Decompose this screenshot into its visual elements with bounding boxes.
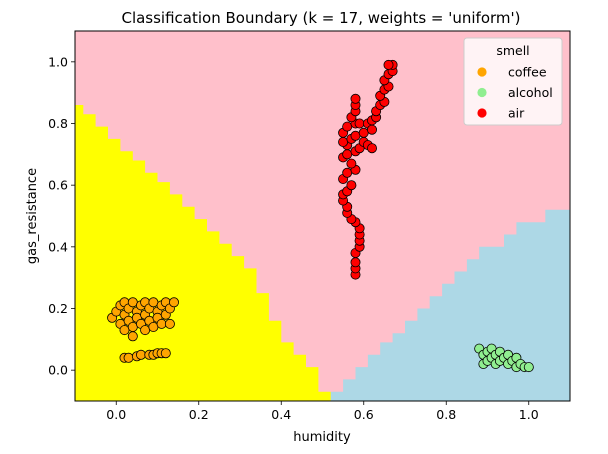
legend-box xyxy=(463,37,563,126)
legend-label-coffee: coffee xyxy=(508,65,547,80)
point-coffee xyxy=(168,297,179,308)
point-air xyxy=(342,121,353,132)
point-coffee xyxy=(164,318,175,329)
legend-marker-air xyxy=(477,108,487,118)
point-air xyxy=(342,149,353,160)
x-tick-label: 0.8 xyxy=(436,407,456,422)
legend-label-alcohol: alcohol xyxy=(508,85,553,100)
point-coffee xyxy=(135,349,146,360)
point-air xyxy=(350,257,361,268)
x-tick-label: 0.6 xyxy=(354,407,374,422)
point-air xyxy=(346,180,357,191)
point-air xyxy=(358,127,369,138)
point-air xyxy=(338,136,349,147)
point-coffee xyxy=(160,348,171,359)
x-tick-label: 0.0 xyxy=(106,407,126,422)
legend-label-air: air xyxy=(508,106,525,121)
point-coffee xyxy=(140,325,151,336)
point-coffee xyxy=(127,331,138,342)
point-alcohol xyxy=(523,362,534,373)
point-air xyxy=(350,93,361,104)
y-tick-label: 0.0 xyxy=(48,363,68,378)
legend: smell coffee alcohol air xyxy=(463,37,563,126)
point-air xyxy=(346,158,357,169)
point-air xyxy=(366,124,377,135)
x-tick-label: 0.4 xyxy=(271,407,291,422)
chart-title: Classification Boundary (k = 17, weights… xyxy=(121,9,520,27)
plot-frame xyxy=(74,30,571,402)
x-tick-label: 0.2 xyxy=(189,407,209,422)
legend-marker-coffee xyxy=(477,67,487,77)
point-coffee xyxy=(119,325,130,336)
legend-marker-alcohol xyxy=(477,87,487,98)
point-coffee xyxy=(123,352,134,363)
y-tick-label: 0.8 xyxy=(48,116,68,131)
point-air xyxy=(383,59,394,70)
point-coffee xyxy=(156,318,167,329)
point-air xyxy=(366,143,377,154)
x-tick-label: 1.0 xyxy=(519,407,539,422)
x-axis: 0.0 0.2 0.4 0.6 0.8 1.0 xyxy=(106,401,539,422)
legend-title: smell xyxy=(496,43,529,58)
y-tick-label: 0.6 xyxy=(48,178,68,193)
x-axis-label: humidity xyxy=(293,430,351,445)
y-tick-label: 0.4 xyxy=(48,239,68,254)
y-axis-label: gas_resistance xyxy=(25,168,40,264)
point-air xyxy=(354,118,365,129)
y-tick-label: 1.0 xyxy=(48,54,68,69)
y-tick-label: 0.2 xyxy=(48,301,68,316)
point-air xyxy=(342,167,353,178)
y-axis: 0.0 0.2 0.4 0.6 0.8 1.0 xyxy=(48,54,75,378)
